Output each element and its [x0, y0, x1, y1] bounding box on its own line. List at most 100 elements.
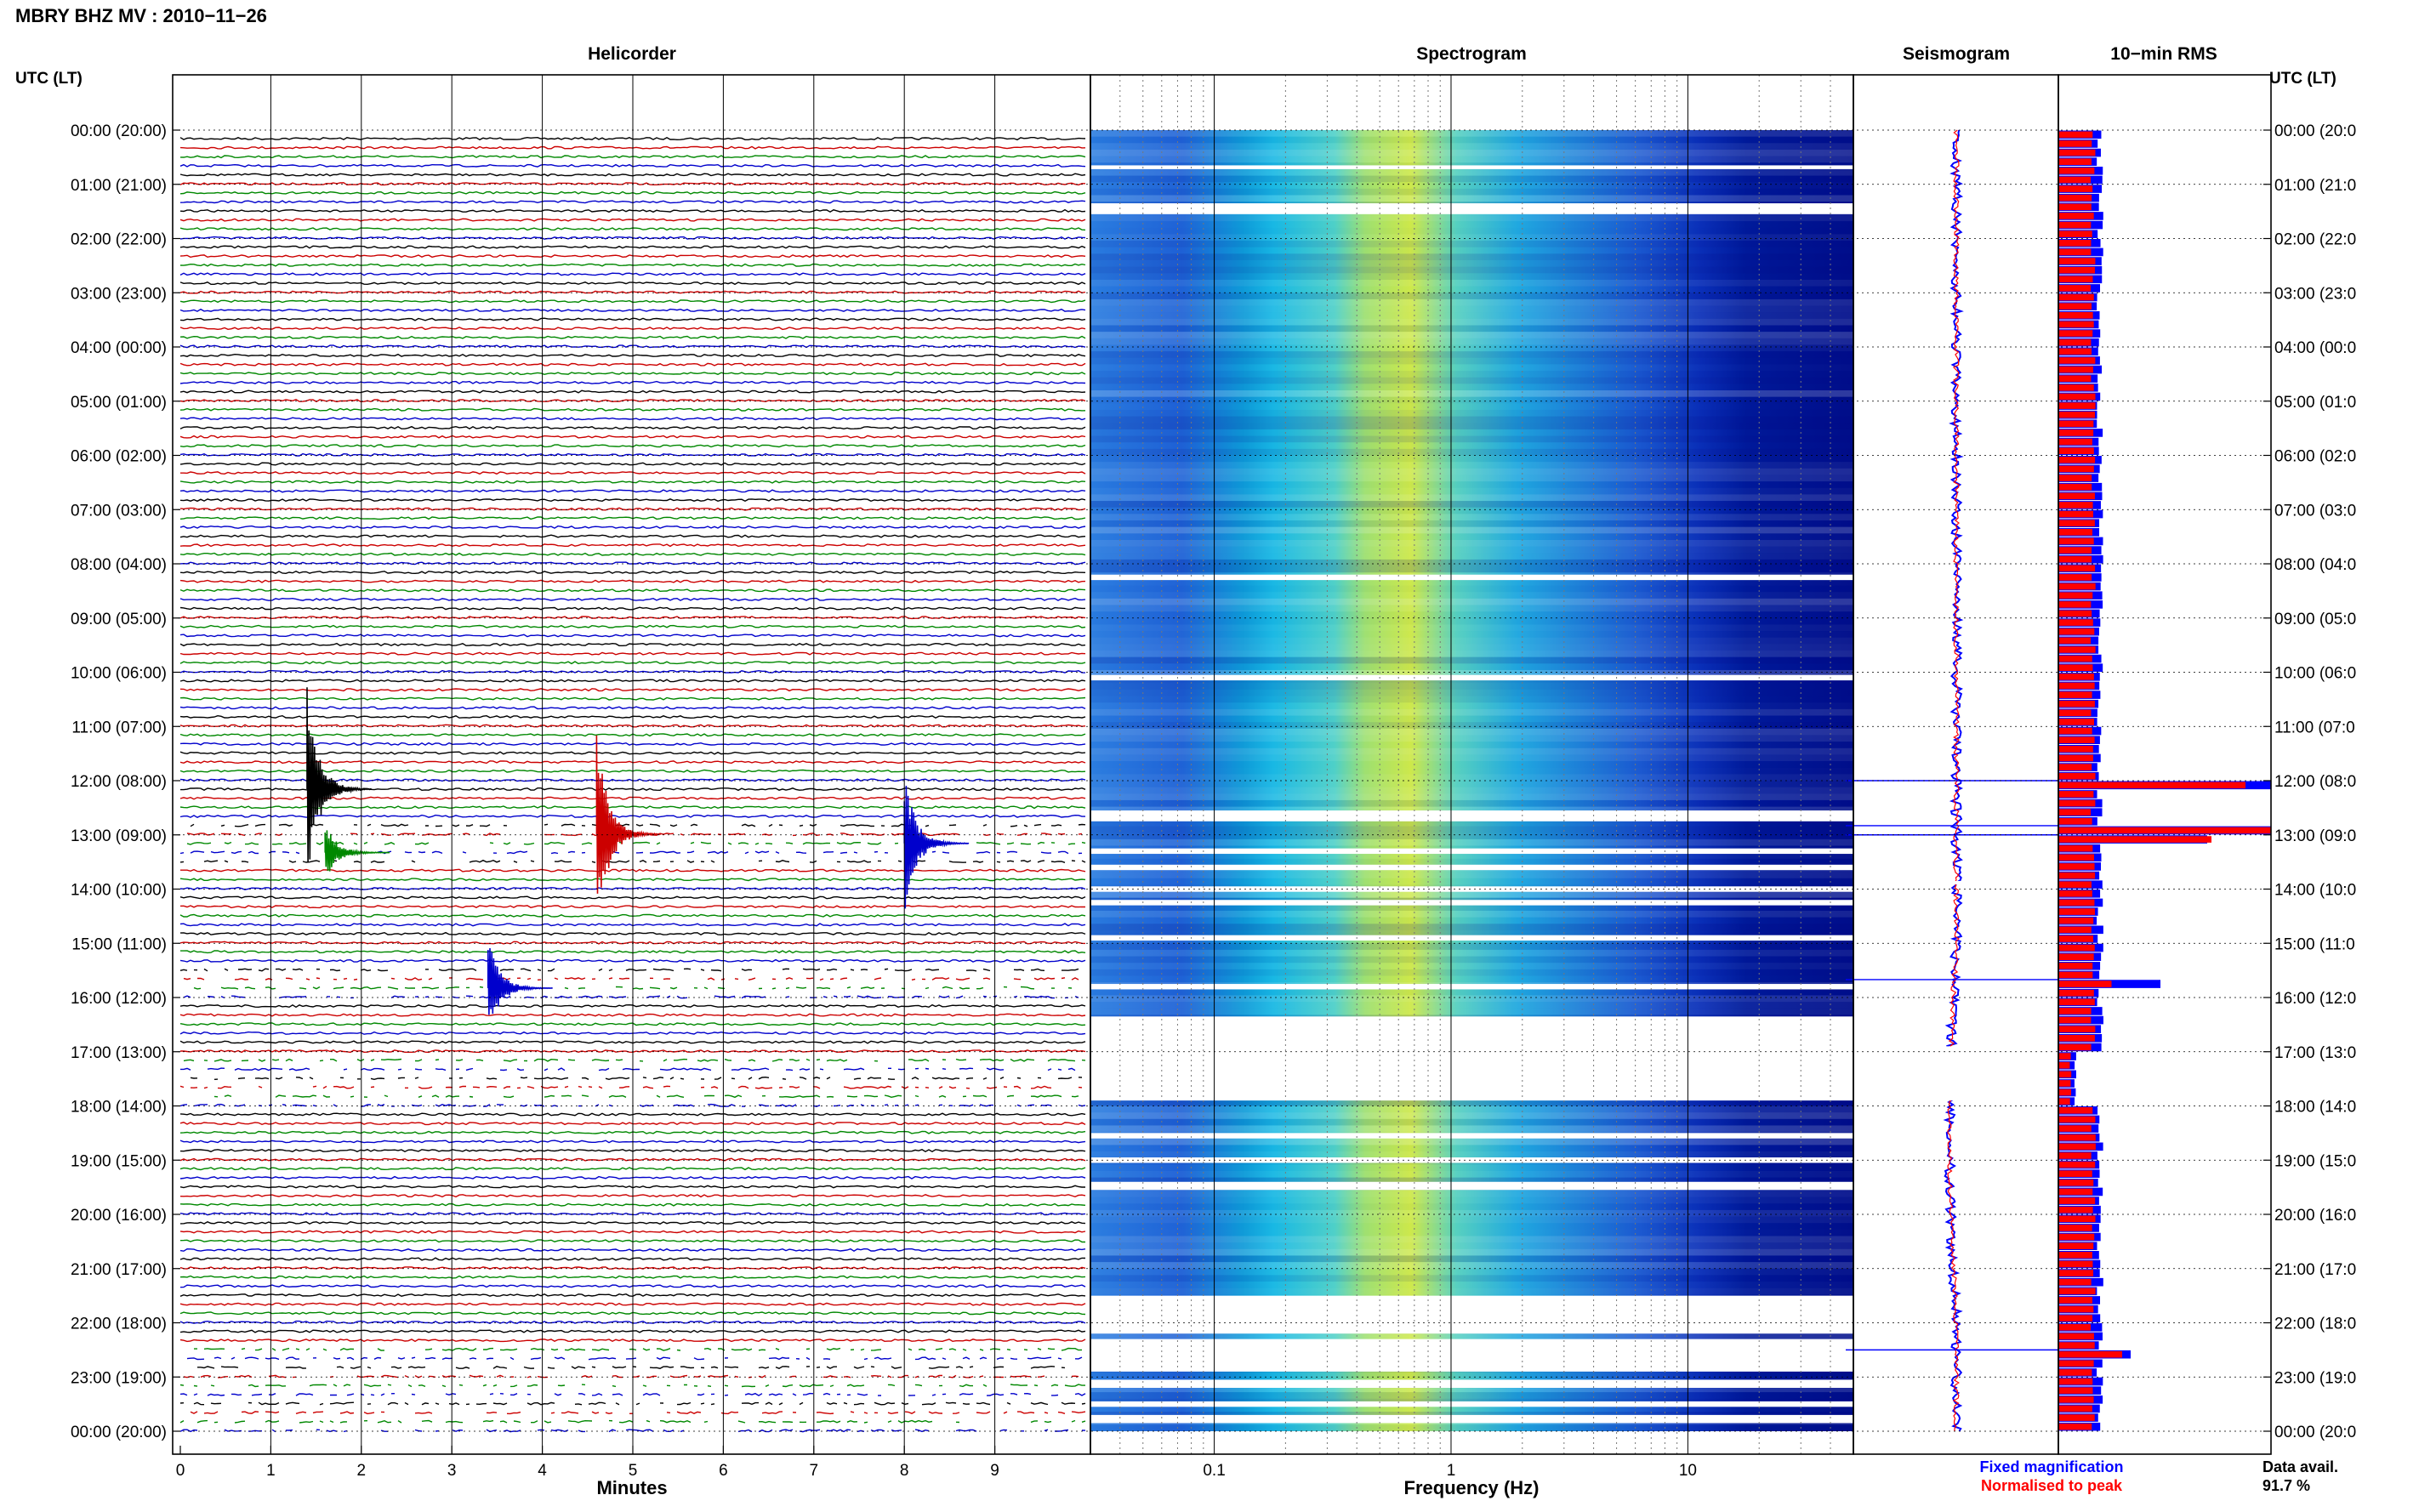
time-label-right: 01:00 (21:0 — [2274, 177, 2356, 195]
rms-bar-normalised — [2058, 475, 2092, 481]
spectrogram-texture — [1090, 911, 1853, 918]
panel-frames — [172, 74, 2272, 1455]
rms-bar-normalised — [2058, 926, 2092, 934]
time-label-left: 16:00 (12:00) — [71, 990, 167, 1008]
time-label-left: 15:00 (11:00) — [71, 935, 167, 953]
spectrogram-texture — [1090, 1190, 1853, 1197]
time-label-right: 09:00 (05:0 — [2274, 611, 2356, 628]
minute-tick-label: 3 — [447, 1462, 457, 1480]
rms-bar-normalised — [2058, 429, 2094, 436]
rms-bar-normalised — [2058, 664, 2093, 671]
spectrogram-texture — [1090, 168, 1853, 176]
spectrogram-texture — [1090, 1385, 1853, 1393]
spectrogram-texture — [1090, 137, 1853, 144]
rms-bar-normalised — [2058, 420, 2094, 428]
rms-bar-normalised — [2058, 1423, 2092, 1430]
spectrogram-texture — [1090, 390, 1853, 397]
rms-bar-normalised — [2058, 330, 2093, 337]
rms-panel — [2058, 130, 2271, 1431]
rms-bar-normalised — [2058, 348, 2092, 355]
rms-bar-normalised — [2058, 863, 2095, 870]
rms-bar-normalised — [2058, 1143, 2096, 1151]
rms-bar-normalised — [2058, 827, 2271, 834]
spectrogram-gap — [1090, 1401, 1853, 1407]
rms-bar-normalised — [2058, 854, 2094, 861]
spectrogram-texture — [1090, 546, 1853, 554]
spectrogram-texture — [1090, 566, 1853, 573]
rms-bar-normalised — [2058, 483, 2092, 491]
spectrogram-texture — [1090, 781, 1853, 787]
rms-bar-normalised — [2058, 809, 2092, 816]
spectrogram-texture — [1090, 943, 1853, 950]
rms-bar-normalised — [2058, 1342, 2095, 1349]
spectrogram-texture — [1090, 995, 1853, 1003]
time-label-left: 13:00 (09:00) — [71, 827, 167, 845]
time-label-right: 12:00 (08:0 — [2274, 773, 2356, 791]
spectrogram-texture — [1090, 722, 1853, 729]
helicorder-event — [306, 687, 373, 863]
figure-title: MBRY BHZ MV : 2010−11−26 — [15, 5, 267, 26]
rms-bar-normalised — [2058, 1035, 2095, 1042]
time-label-left: 01:00 (21:00) — [71, 177, 167, 195]
rms-bar-normalised — [2058, 393, 2096, 401]
rms-bar-normalised — [2058, 1125, 2092, 1132]
spectrogram-texture — [1090, 514, 1853, 520]
helicorder-trace — [179, 1401, 1086, 1406]
time-label-right: 13:00 (09:0 — [2274, 827, 2356, 845]
rms-bar-normalised — [2058, 1225, 2092, 1231]
seismogram-gap — [1855, 880, 2057, 884]
spectrogram-texture — [1090, 1145, 1853, 1151]
time-label-right: 14:00 (10:0 — [2274, 882, 2356, 900]
rms-bar-normalised — [2058, 1270, 2094, 1276]
rms-bar-normalised — [2058, 140, 2092, 147]
rms-bar-normalised — [2058, 312, 2093, 319]
seismogram-title: Seismogram — [1903, 44, 2010, 64]
rms-bar-normalised — [2058, 1252, 2092, 1259]
helicorder-trace — [179, 1085, 1083, 1089]
minute-tick-label: 7 — [810, 1462, 819, 1480]
spectrogram-texture — [1090, 1209, 1853, 1217]
rms-bar-normalised — [2058, 537, 2094, 545]
spectrogram-texture — [1090, 1392, 1853, 1399]
rms-bar-normalised — [2058, 240, 2092, 247]
minute-tick-label: 9 — [990, 1462, 999, 1480]
spectrogram-xlabel: Frequency (Hz) — [1404, 1477, 1540, 1498]
rms-title: 10−min RMS — [2110, 44, 2217, 64]
rms-bar-normalised — [2058, 303, 2092, 310]
time-label-left: 22:00 (18:00) — [71, 1316, 167, 1333]
rms-bar-normalised — [2058, 836, 2211, 843]
spectrogram-image — [1090, 130, 1853, 1431]
spectrogram-texture — [1090, 605, 1853, 612]
spectrogram-texture — [1090, 637, 1853, 645]
helicorder-trace — [194, 987, 1085, 990]
spectrogram-texture — [1090, 1216, 1853, 1224]
legend-normalised: Normalised to peak — [1981, 1477, 2123, 1494]
data-avail-value: 91.7 % — [2262, 1477, 2310, 1494]
axis-ticks: 00:00 (20:00) 00:00 (20:0 01:00 (21:00) 01:… — [71, 122, 2356, 1480]
spectrogram-texture — [1090, 539, 1853, 547]
spectrogram-texture — [1090, 1275, 1853, 1282]
rms-bar-normalised — [2058, 1387, 2093, 1394]
rms-bar-normalised — [2058, 1134, 2096, 1141]
spectrogram-texture — [1090, 1118, 1853, 1126]
time-label-right: 03:00 (23:0 — [2274, 285, 2356, 303]
spectrogram-texture — [1090, 293, 1853, 299]
time-label-left: 17:00 (13:00) — [71, 1044, 167, 1062]
spectrogram-texture — [1090, 305, 1853, 313]
spectrogram-texture — [1090, 696, 1853, 703]
spectrogram-texture — [1090, 332, 1853, 338]
rms-bar-normalised — [2058, 637, 2092, 645]
spectrogram-texture — [1090, 501, 1853, 508]
time-label-right: 18:00 (14:0 — [2274, 1099, 2356, 1117]
spectrogram-texture — [1090, 826, 1853, 833]
rms-bar-normalised — [2058, 981, 2112, 987]
time-label-right: 17:00 (13:0 — [2274, 1044, 2356, 1062]
rms-bar-normalised — [2058, 1170, 2092, 1177]
spectrogram-texture — [1090, 631, 1853, 638]
rms-bar-normalised — [2058, 1026, 2096, 1032]
spectrogram-texture — [1090, 598, 1853, 605]
spectrogram-texture — [1090, 1333, 1853, 1340]
spectrogram-gap — [1090, 1339, 1853, 1372]
rms-bar-normalised — [2058, 646, 2096, 653]
